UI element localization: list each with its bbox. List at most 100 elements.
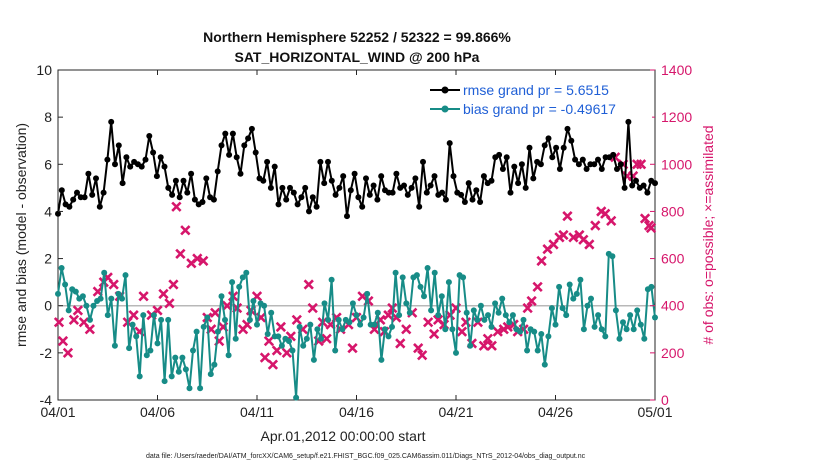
bias-point [261, 302, 268, 309]
obs-point [584, 239, 595, 250]
obs-point [590, 220, 601, 231]
bias-point [232, 335, 239, 342]
bias-point [442, 326, 449, 333]
y-tick-label: 10 [36, 62, 52, 78]
bias-point [133, 333, 140, 340]
bias-point [506, 319, 513, 326]
x-tick-label: 04/26 [538, 404, 573, 420]
bias-point [211, 361, 218, 368]
y2-tick-label: 800 [661, 203, 685, 219]
bias-point [602, 333, 609, 340]
obs-point [635, 159, 647, 170]
legend-bias-label: bias grand pr = -0.49617 [463, 101, 616, 117]
bias-point [488, 323, 495, 330]
chart-marks [53, 118, 658, 401]
rmse-point [355, 194, 362, 201]
bias-point [197, 385, 204, 392]
obs-point [108, 279, 119, 290]
rmse-point [298, 194, 305, 201]
rmse-point [70, 196, 77, 203]
rmse-point [252, 149, 259, 156]
x-tick-label: 05/01 [637, 404, 672, 420]
rmse-point [248, 125, 255, 132]
bias-point [548, 305, 555, 312]
rmse-point [439, 189, 446, 196]
obs-point [168, 279, 179, 290]
rmse-point [191, 196, 198, 203]
bias-point [588, 295, 594, 302]
obs-point [68, 314, 80, 325]
rmse-point [575, 161, 582, 168]
bias-point [165, 316, 172, 323]
obs-point [417, 350, 428, 361]
rmse-point [503, 154, 510, 161]
bias-point [175, 368, 182, 375]
rmse-point [119, 180, 126, 187]
obs-point [532, 281, 543, 292]
rmse-point [370, 182, 377, 189]
rmse-point [595, 156, 601, 163]
rmse-point [549, 154, 556, 161]
bias-point [470, 307, 477, 314]
obs-point [456, 326, 468, 337]
rmse-point [366, 191, 373, 198]
rmse-point [267, 184, 274, 191]
rmse-point [541, 142, 548, 149]
bias-point [556, 283, 563, 290]
rmse-point [473, 187, 480, 194]
bias-point [325, 316, 332, 323]
rmse-point [496, 151, 503, 158]
x-tick-label: 04/21 [438, 404, 473, 420]
rmse-point [446, 140, 453, 147]
rmse-point [572, 156, 579, 163]
rmse-point [423, 189, 430, 196]
rmse-point [621, 184, 628, 191]
obs-point [639, 213, 651, 224]
rmse-point [115, 142, 122, 149]
rmse-point [393, 170, 400, 177]
x-tick-label: 04/11 [240, 404, 274, 420]
rmse-point [89, 191, 96, 198]
bias-point [580, 326, 587, 333]
bias-point [239, 274, 246, 281]
footnote: data file: /Users/raeder/DAI/ATM_forcXX/… [146, 453, 586, 460]
bias-point [399, 274, 406, 281]
bias-point [104, 312, 111, 319]
bias-point [218, 293, 225, 300]
legend-rmse-label: rmse grand pr = 5.6515 [463, 82, 609, 98]
bias-point [55, 290, 61, 297]
bias-point [495, 309, 502, 316]
rmse-point [241, 142, 248, 149]
obs-point [522, 302, 533, 314]
rmse-point [226, 151, 233, 158]
bias-point [246, 316, 253, 323]
bias-point [438, 293, 445, 300]
y-tick-label: 4 [44, 203, 52, 219]
rmse-point [412, 175, 419, 182]
obs-point [321, 333, 332, 344]
rmse-point [283, 196, 290, 203]
rmse-point [568, 137, 575, 144]
bias-point [236, 283, 243, 290]
obs-point [275, 321, 287, 333]
bias-point [584, 302, 591, 309]
rmse-point [287, 184, 293, 191]
rmse-point [100, 189, 107, 196]
rmse-point [317, 158, 324, 165]
bias-point [435, 312, 442, 319]
bias-point [275, 333, 282, 340]
bias-point [200, 323, 207, 330]
y2-tick-label: 1400 [661, 62, 692, 78]
obs-point [347, 343, 358, 354]
obs-point [383, 310, 394, 321]
bias-point [538, 331, 545, 337]
obs-point [645, 222, 657, 234]
bias-point [591, 323, 598, 330]
obs-point [281, 347, 292, 358]
rmse-point [81, 194, 88, 201]
bias-point [300, 342, 307, 349]
bias-point [648, 283, 655, 290]
obs-point [428, 328, 440, 340]
bias-point [115, 290, 122, 297]
rmse-point [340, 173, 347, 180]
